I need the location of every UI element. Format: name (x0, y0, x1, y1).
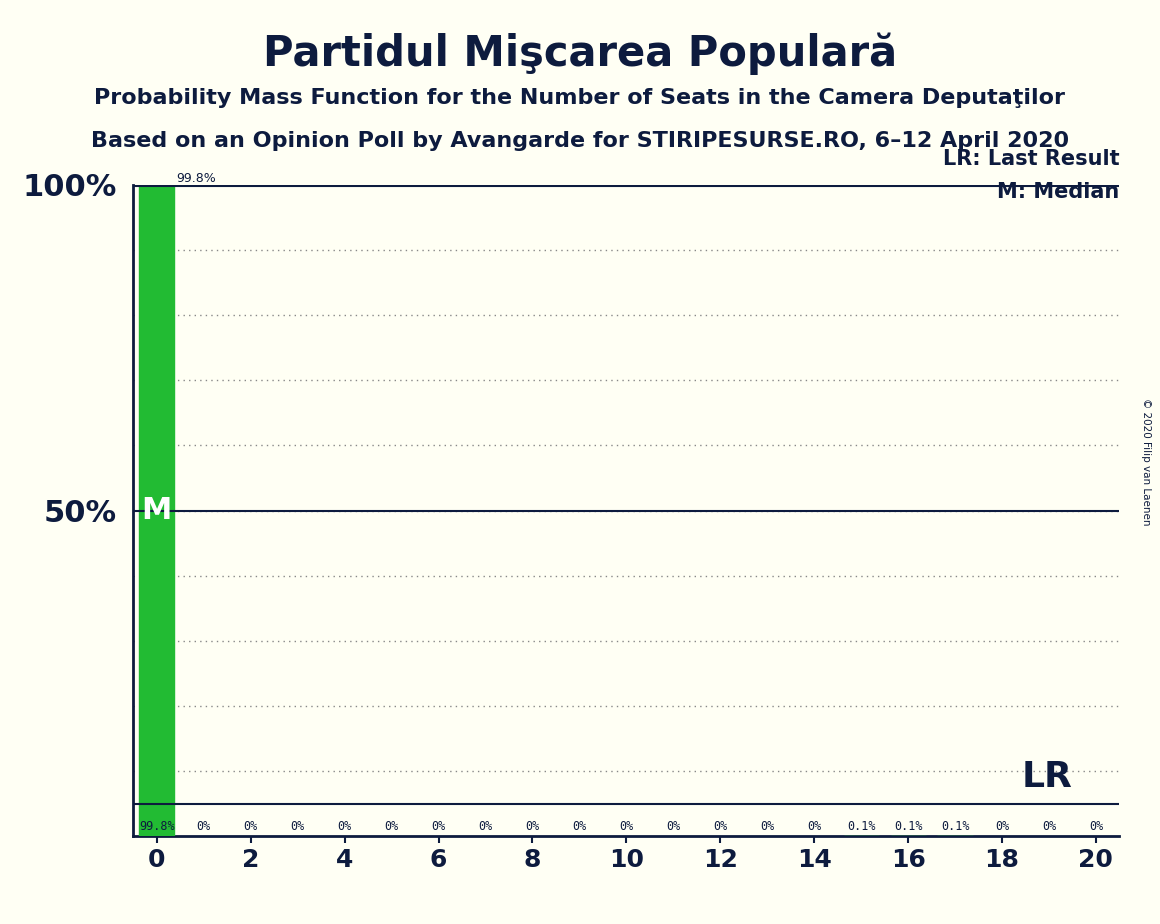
Text: 0%: 0% (338, 820, 351, 833)
Text: 0%: 0% (619, 820, 633, 833)
Text: Based on an Opinion Poll by Avangarde for STIRIPESURSE.RO, 6–12 April 2020: Based on an Opinion Poll by Avangarde fo… (90, 131, 1070, 152)
Text: 0%: 0% (666, 820, 681, 833)
Text: 0%: 0% (384, 820, 399, 833)
Text: 0%: 0% (713, 820, 727, 833)
Text: 0%: 0% (807, 820, 821, 833)
Bar (139, 186, 174, 836)
Text: LR: Last Result: LR: Last Result (943, 149, 1119, 169)
Text: 0%: 0% (432, 820, 445, 833)
Text: 0%: 0% (291, 820, 305, 833)
Text: 0%: 0% (760, 820, 775, 833)
Text: Partidul Mişcarea Populară: Partidul Mişcarea Populară (263, 32, 897, 75)
Text: 0%: 0% (197, 820, 211, 833)
Text: M: Median: M: Median (998, 181, 1119, 201)
Text: 0.1%: 0.1% (847, 820, 876, 833)
Text: 0%: 0% (478, 820, 493, 833)
Text: Probability Mass Function for the Number of Seats in the Camera Deputaţilor: Probability Mass Function for the Number… (94, 88, 1066, 108)
Text: 99.8%: 99.8% (139, 820, 175, 833)
Text: 0%: 0% (572, 820, 587, 833)
Text: 0.1%: 0.1% (941, 820, 970, 833)
Text: LR: LR (1022, 760, 1073, 794)
Text: 99.8%: 99.8% (176, 172, 217, 185)
Text: 0%: 0% (244, 820, 258, 833)
Text: © 2020 Filip van Laenen: © 2020 Filip van Laenen (1141, 398, 1151, 526)
Text: 0%: 0% (1089, 820, 1103, 833)
Text: 0%: 0% (1042, 820, 1056, 833)
Text: 0%: 0% (995, 820, 1009, 833)
Text: M: M (142, 496, 172, 525)
Text: 0%: 0% (525, 820, 539, 833)
Text: 0.1%: 0.1% (894, 820, 922, 833)
